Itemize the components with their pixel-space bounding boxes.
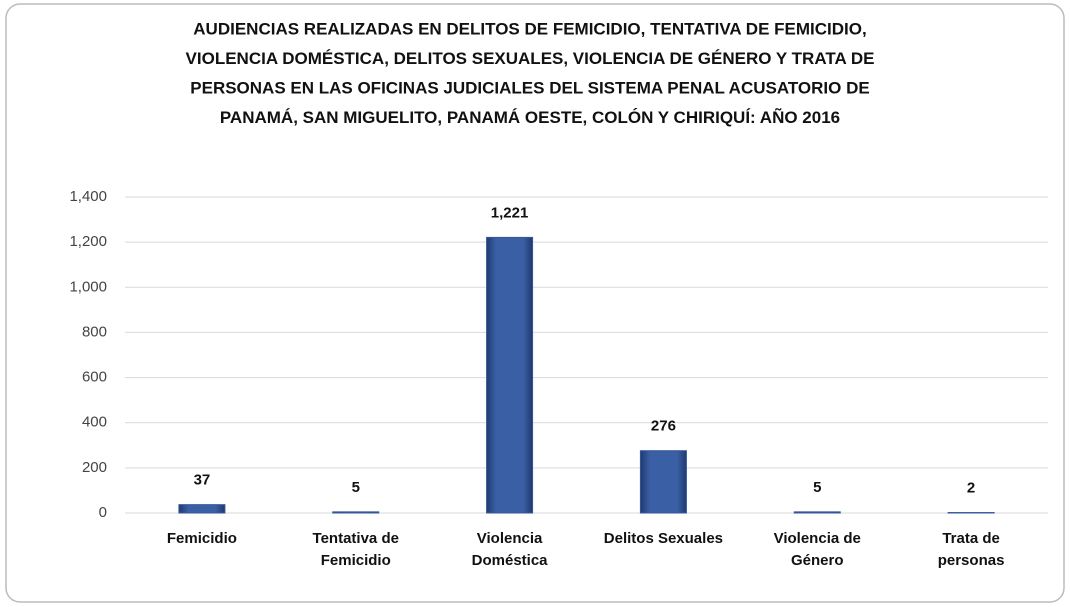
data-label: 5 — [813, 479, 821, 496]
x-tick-label: Tentativa de Femicidio — [312, 530, 399, 569]
y-tick-label: 600 — [82, 369, 107, 386]
data-label: 1,221 — [491, 204, 529, 221]
data-label: 37 — [194, 472, 211, 489]
x-tick-label: Violencia Doméstica — [471, 530, 548, 569]
bar — [793, 511, 841, 514]
y-tick-label: 200 — [82, 459, 107, 476]
bar — [178, 504, 226, 514]
chart-title: PERSONAS EN LAS OFICINAS JUDICIALES DEL … — [190, 78, 869, 97]
y-tick-label: 800 — [82, 323, 107, 340]
bar — [639, 450, 687, 514]
x-tick-label: Femicidio — [166, 530, 237, 547]
data-label: 276 — [651, 418, 676, 435]
chart-title: VIOLENCIA DOMÉSTICA, DELITOS SEXUALES, V… — [186, 49, 875, 68]
data-label: 5 — [352, 479, 360, 496]
y-tick-label: 0 — [99, 504, 107, 521]
chart-border — [5, 3, 1065, 603]
y-tick-label: 1,000 — [69, 278, 107, 295]
x-tick-label: Trata de personas — [937, 530, 1005, 569]
chart-title: PANAMÁ, SAN MIGUELITO, PANAMÁ OESTE, COL… — [220, 107, 840, 127]
bar — [486, 236, 534, 514]
y-tick-label: 1,200 — [69, 233, 107, 250]
x-tick-label: Delitos Sexuales — [603, 530, 724, 547]
y-tick-label: 1,400 — [69, 188, 107, 205]
chart-title: AUDIENCIAS REALIZADAS EN DELITOS DE FEMI… — [193, 19, 866, 38]
y-tick-label: 400 — [82, 414, 107, 431]
bar — [332, 511, 380, 514]
data-label: 2 — [967, 480, 975, 497]
x-tick-label: Violencia de Género — [773, 530, 861, 569]
